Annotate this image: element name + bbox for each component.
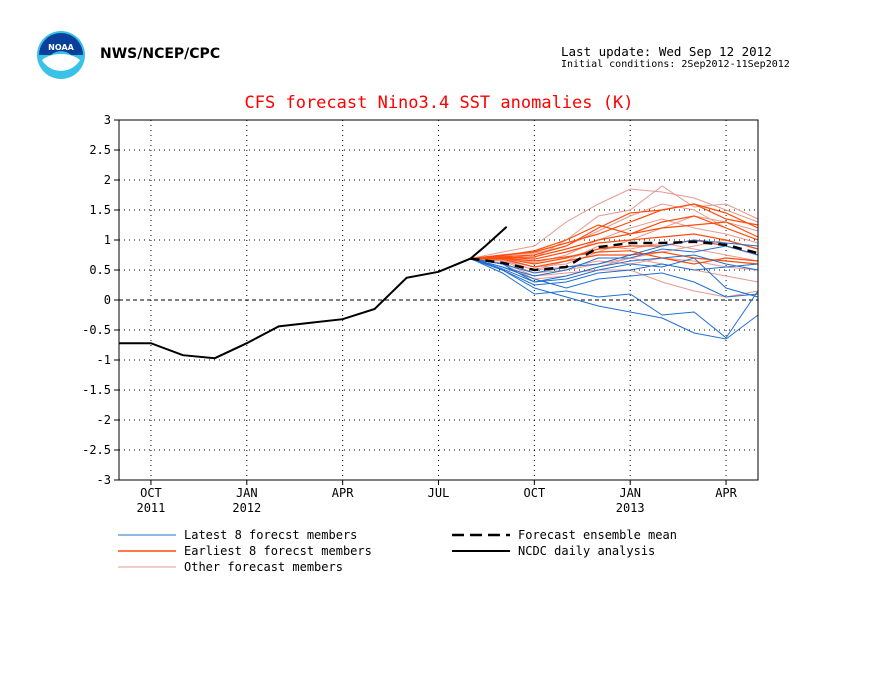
series <box>119 185 759 360</box>
latest-member-line <box>470 258 759 286</box>
y-tick-label: -2 <box>97 413 111 427</box>
chart-title: CFS forecast Nino3.4 SST anomalies (K) <box>245 93 634 113</box>
x-tick-label: JUL <box>428 486 450 500</box>
axes: 32.521.510.50-0.5-1-1.5-2-2.5-3OCT2011JA… <box>82 113 738 515</box>
legend: Latest 8 forecst members Earliest 8 forec… <box>118 528 677 574</box>
x-tick-label: OCT <box>140 486 162 500</box>
earliest-member-line <box>470 215 759 260</box>
latest-member-line <box>470 254 759 283</box>
x-tick-label: JAN <box>619 486 641 500</box>
earliest-member-line <box>470 203 759 260</box>
y-tick-label: 2 <box>104 173 111 187</box>
latest-member-line <box>470 258 759 340</box>
legend-label-analysis: NCDC daily analysis <box>518 544 655 558</box>
noaa-logo-gull <box>42 54 80 71</box>
y-tick-label: 1 <box>104 233 111 247</box>
other-member-line <box>470 203 759 260</box>
analysis-line <box>119 226 508 360</box>
y-tick-label: -2.5 <box>82 443 111 457</box>
y-tick-label: -0.5 <box>82 323 111 337</box>
y-tick-label: 0.5 <box>89 263 111 277</box>
other-member-line <box>470 188 759 260</box>
noaa-logo-text: NOAA <box>48 43 74 52</box>
earliest-member-line <box>470 203 759 260</box>
plot-frame <box>118 119 759 481</box>
last-update-text: Last update: Wed Sep 12 2012 <box>561 44 772 59</box>
other-member-line <box>470 258 759 298</box>
legend-label-other: Other forecast members <box>184 560 343 574</box>
y-tick-label: 2.5 <box>89 143 111 157</box>
latest-member-line <box>470 245 759 277</box>
earliest-member-line <box>470 233 759 260</box>
legend-label-earliest: Earliest 8 forecst members <box>184 544 372 558</box>
noaa-logo: NOAA <box>36 30 86 80</box>
x-tick-year-label: 2011 <box>136 501 165 515</box>
latest-member-line <box>470 258 759 339</box>
initial-conditions-text: Initial conditions: 2Sep2012-11Sep2012 <box>561 59 790 70</box>
noaa-logo-sky <box>39 33 83 55</box>
x-tick-label: APR <box>715 486 737 500</box>
x-tick-year-label: 2013 <box>616 501 645 515</box>
y-tick-label: -1 <box>97 353 111 367</box>
x-tick-label: JAN <box>236 486 258 500</box>
y-tick-label: -3 <box>97 473 111 487</box>
agency-label: NWS/NCEP/CPC <box>100 46 221 62</box>
y-tick-label: 1.5 <box>89 203 111 217</box>
ensemble-mean-line <box>470 240 759 272</box>
earliest-member-line <box>470 250 759 265</box>
x-tick-year-label: 2012 <box>232 501 261 515</box>
y-tick-label: 3 <box>104 113 111 127</box>
y-tick-label: 0 <box>104 293 111 307</box>
grid <box>119 120 758 480</box>
y-tick-label: -1.5 <box>82 383 111 397</box>
x-tick-label: APR <box>332 486 354 500</box>
latest-member-line <box>470 239 759 274</box>
x-tick-label: OCT <box>524 486 546 500</box>
legend-label-latest: Latest 8 forecst members <box>184 528 357 542</box>
legend-label-mean: Forecast ensemble mean <box>518 528 677 542</box>
latest-member-line <box>470 257 759 298</box>
